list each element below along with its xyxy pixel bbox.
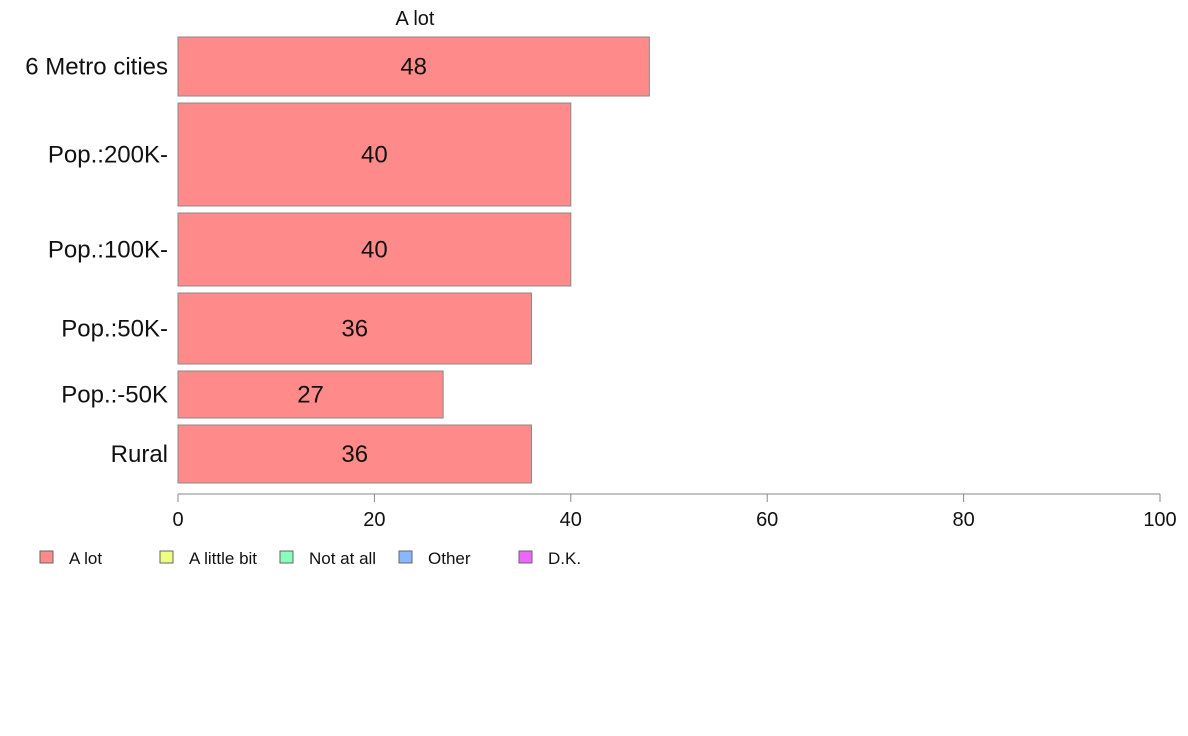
x-axis: 0 20 40 60 80 100 [172, 493, 1177, 531]
legend-label: Other [428, 549, 471, 568]
chart-title: A lot [396, 8, 435, 30]
legend-label: Not at all [309, 549, 376, 568]
category-label: Rural [111, 441, 168, 468]
bar [177, 292, 533, 365]
legend-swatch [159, 550, 174, 564]
x-tick-label: 60 [756, 509, 778, 531]
data-label: 36 [341, 316, 368, 343]
category-label: Pop.:-50K [61, 382, 168, 409]
bar [177, 212, 572, 287]
category-label: Pop.:50K- [61, 316, 168, 343]
x-tick-label: 80 [952, 509, 974, 531]
data-label: 40 [361, 237, 388, 264]
data-label: 27 [297, 382, 324, 409]
data-label: 40 [361, 142, 388, 169]
bar [177, 36, 650, 97]
x-tick-label: 0 [172, 509, 183, 531]
category-label: 6 Metro cities [25, 54, 168, 81]
bar [177, 370, 444, 419]
bars-group: 6 Metro cities 48 Pop.:200K- 40 Pop.:100K- 40… [25, 36, 650, 484]
legend-swatch [398, 550, 413, 564]
legend-label: A little bit [189, 549, 257, 568]
x-tick-label: 100 [1143, 509, 1176, 531]
category-label: Pop.:200K- [48, 142, 168, 169]
category-label: Pop.:100K- [48, 237, 168, 264]
legend-label: D.K. [548, 549, 581, 568]
bar [177, 424, 533, 484]
data-label: 36 [341, 441, 368, 468]
legend: A lot A little bit Not at all Other D.K. [39, 549, 581, 568]
legend-label: A lot [69, 549, 102, 568]
x-tick-label: 20 [363, 509, 385, 531]
x-tick-label: 40 [560, 509, 582, 531]
bar [177, 102, 572, 207]
legend-swatch [39, 550, 54, 564]
legend-swatch [518, 550, 533, 564]
data-label: 48 [400, 54, 427, 81]
legend-swatch [279, 550, 294, 564]
